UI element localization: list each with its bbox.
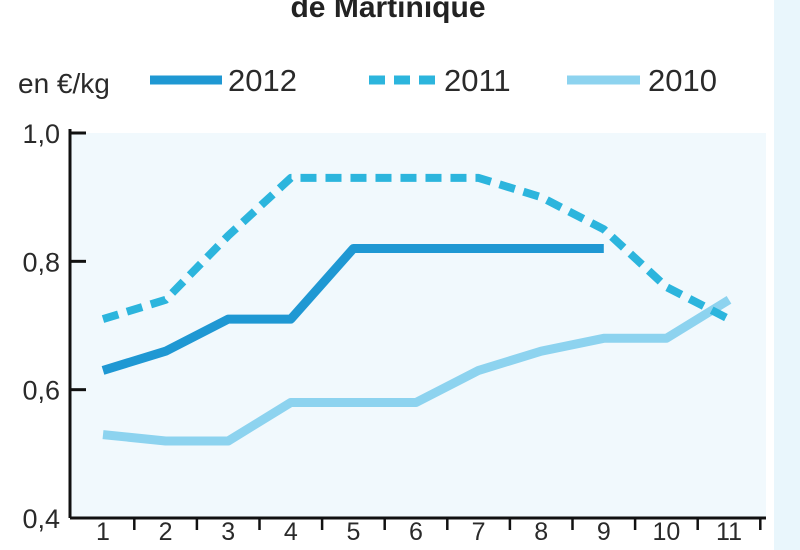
x-tick-label: 5 <box>346 518 360 546</box>
y-tick-label: 1,0 <box>22 119 60 149</box>
legend-label-2010: 2010 <box>648 63 717 98</box>
x-tick-label: 3 <box>221 518 235 546</box>
legend-label-2012: 2012 <box>228 63 297 98</box>
legend-label-2011: 2011 <box>444 63 511 98</box>
x-tick-label: 10 <box>652 518 680 546</box>
plot-background <box>70 133 766 518</box>
series-line-2012 <box>101 244 604 375</box>
x-tick-label: 9 <box>597 518 611 546</box>
axes: 0,4 0,6 0,8 1,0 1 2 3 4 5 6 7 8 9 10 11 <box>22 119 766 546</box>
x-tick-label: 1 <box>96 518 110 546</box>
chart-title: de Martinique <box>290 0 485 24</box>
y-tick-label: 0,4 <box>22 504 60 534</box>
y-tick-label: 0,8 <box>22 247 60 277</box>
x-tick-label: 4 <box>284 518 298 546</box>
series-line-2011 <box>101 173 731 323</box>
y-tick-label: 0,6 <box>22 376 60 406</box>
legend: 2012 2011 2010 <box>150 63 717 98</box>
side-panel <box>774 0 800 550</box>
unit-label: en €/kg <box>18 68 110 99</box>
x-tick-label: 11 <box>716 518 742 546</box>
series-layer <box>101 173 732 446</box>
x-tick-label: 8 <box>534 518 548 546</box>
x-tick-label: 7 <box>472 518 486 546</box>
x-tick-label: 2 <box>159 518 173 546</box>
series-line-2010 <box>102 295 732 446</box>
x-tick-label: 6 <box>409 518 423 546</box>
